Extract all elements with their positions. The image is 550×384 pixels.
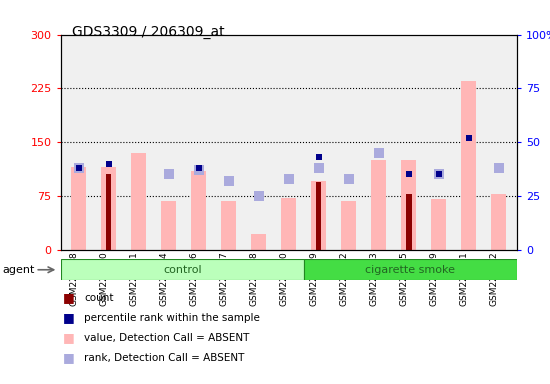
Bar bbox=[281, 198, 296, 250]
Text: ■: ■ bbox=[63, 331, 75, 344]
Bar bbox=[406, 194, 411, 250]
Text: control: control bbox=[163, 265, 201, 275]
Bar bbox=[402, 160, 416, 250]
Bar bbox=[106, 174, 111, 250]
Text: cigarette smoke: cigarette smoke bbox=[366, 265, 455, 275]
Bar bbox=[161, 201, 176, 250]
Bar bbox=[60, 259, 304, 280]
Text: rank, Detection Call = ABSENT: rank, Detection Call = ABSENT bbox=[84, 353, 245, 362]
Bar bbox=[316, 182, 322, 250]
Bar bbox=[431, 199, 447, 250]
Text: count: count bbox=[84, 293, 114, 303]
Text: ■: ■ bbox=[63, 291, 75, 304]
Text: value, Detection Call = ABSENT: value, Detection Call = ABSENT bbox=[84, 333, 250, 343]
Bar bbox=[191, 171, 206, 250]
Bar bbox=[221, 201, 236, 250]
Bar bbox=[101, 167, 116, 250]
Text: agent: agent bbox=[3, 265, 35, 275]
Bar bbox=[71, 167, 86, 250]
Bar bbox=[492, 194, 507, 250]
Bar bbox=[461, 81, 476, 250]
Bar bbox=[371, 160, 386, 250]
Text: GDS3309 / 206309_at: GDS3309 / 206309_at bbox=[72, 25, 224, 39]
Bar bbox=[131, 153, 146, 250]
Bar bbox=[311, 181, 326, 250]
Text: ■: ■ bbox=[63, 311, 75, 324]
Text: ■: ■ bbox=[63, 351, 75, 364]
Text: percentile rank within the sample: percentile rank within the sample bbox=[84, 313, 260, 323]
Bar bbox=[304, 259, 517, 280]
Bar bbox=[251, 234, 266, 250]
Bar bbox=[342, 201, 356, 250]
